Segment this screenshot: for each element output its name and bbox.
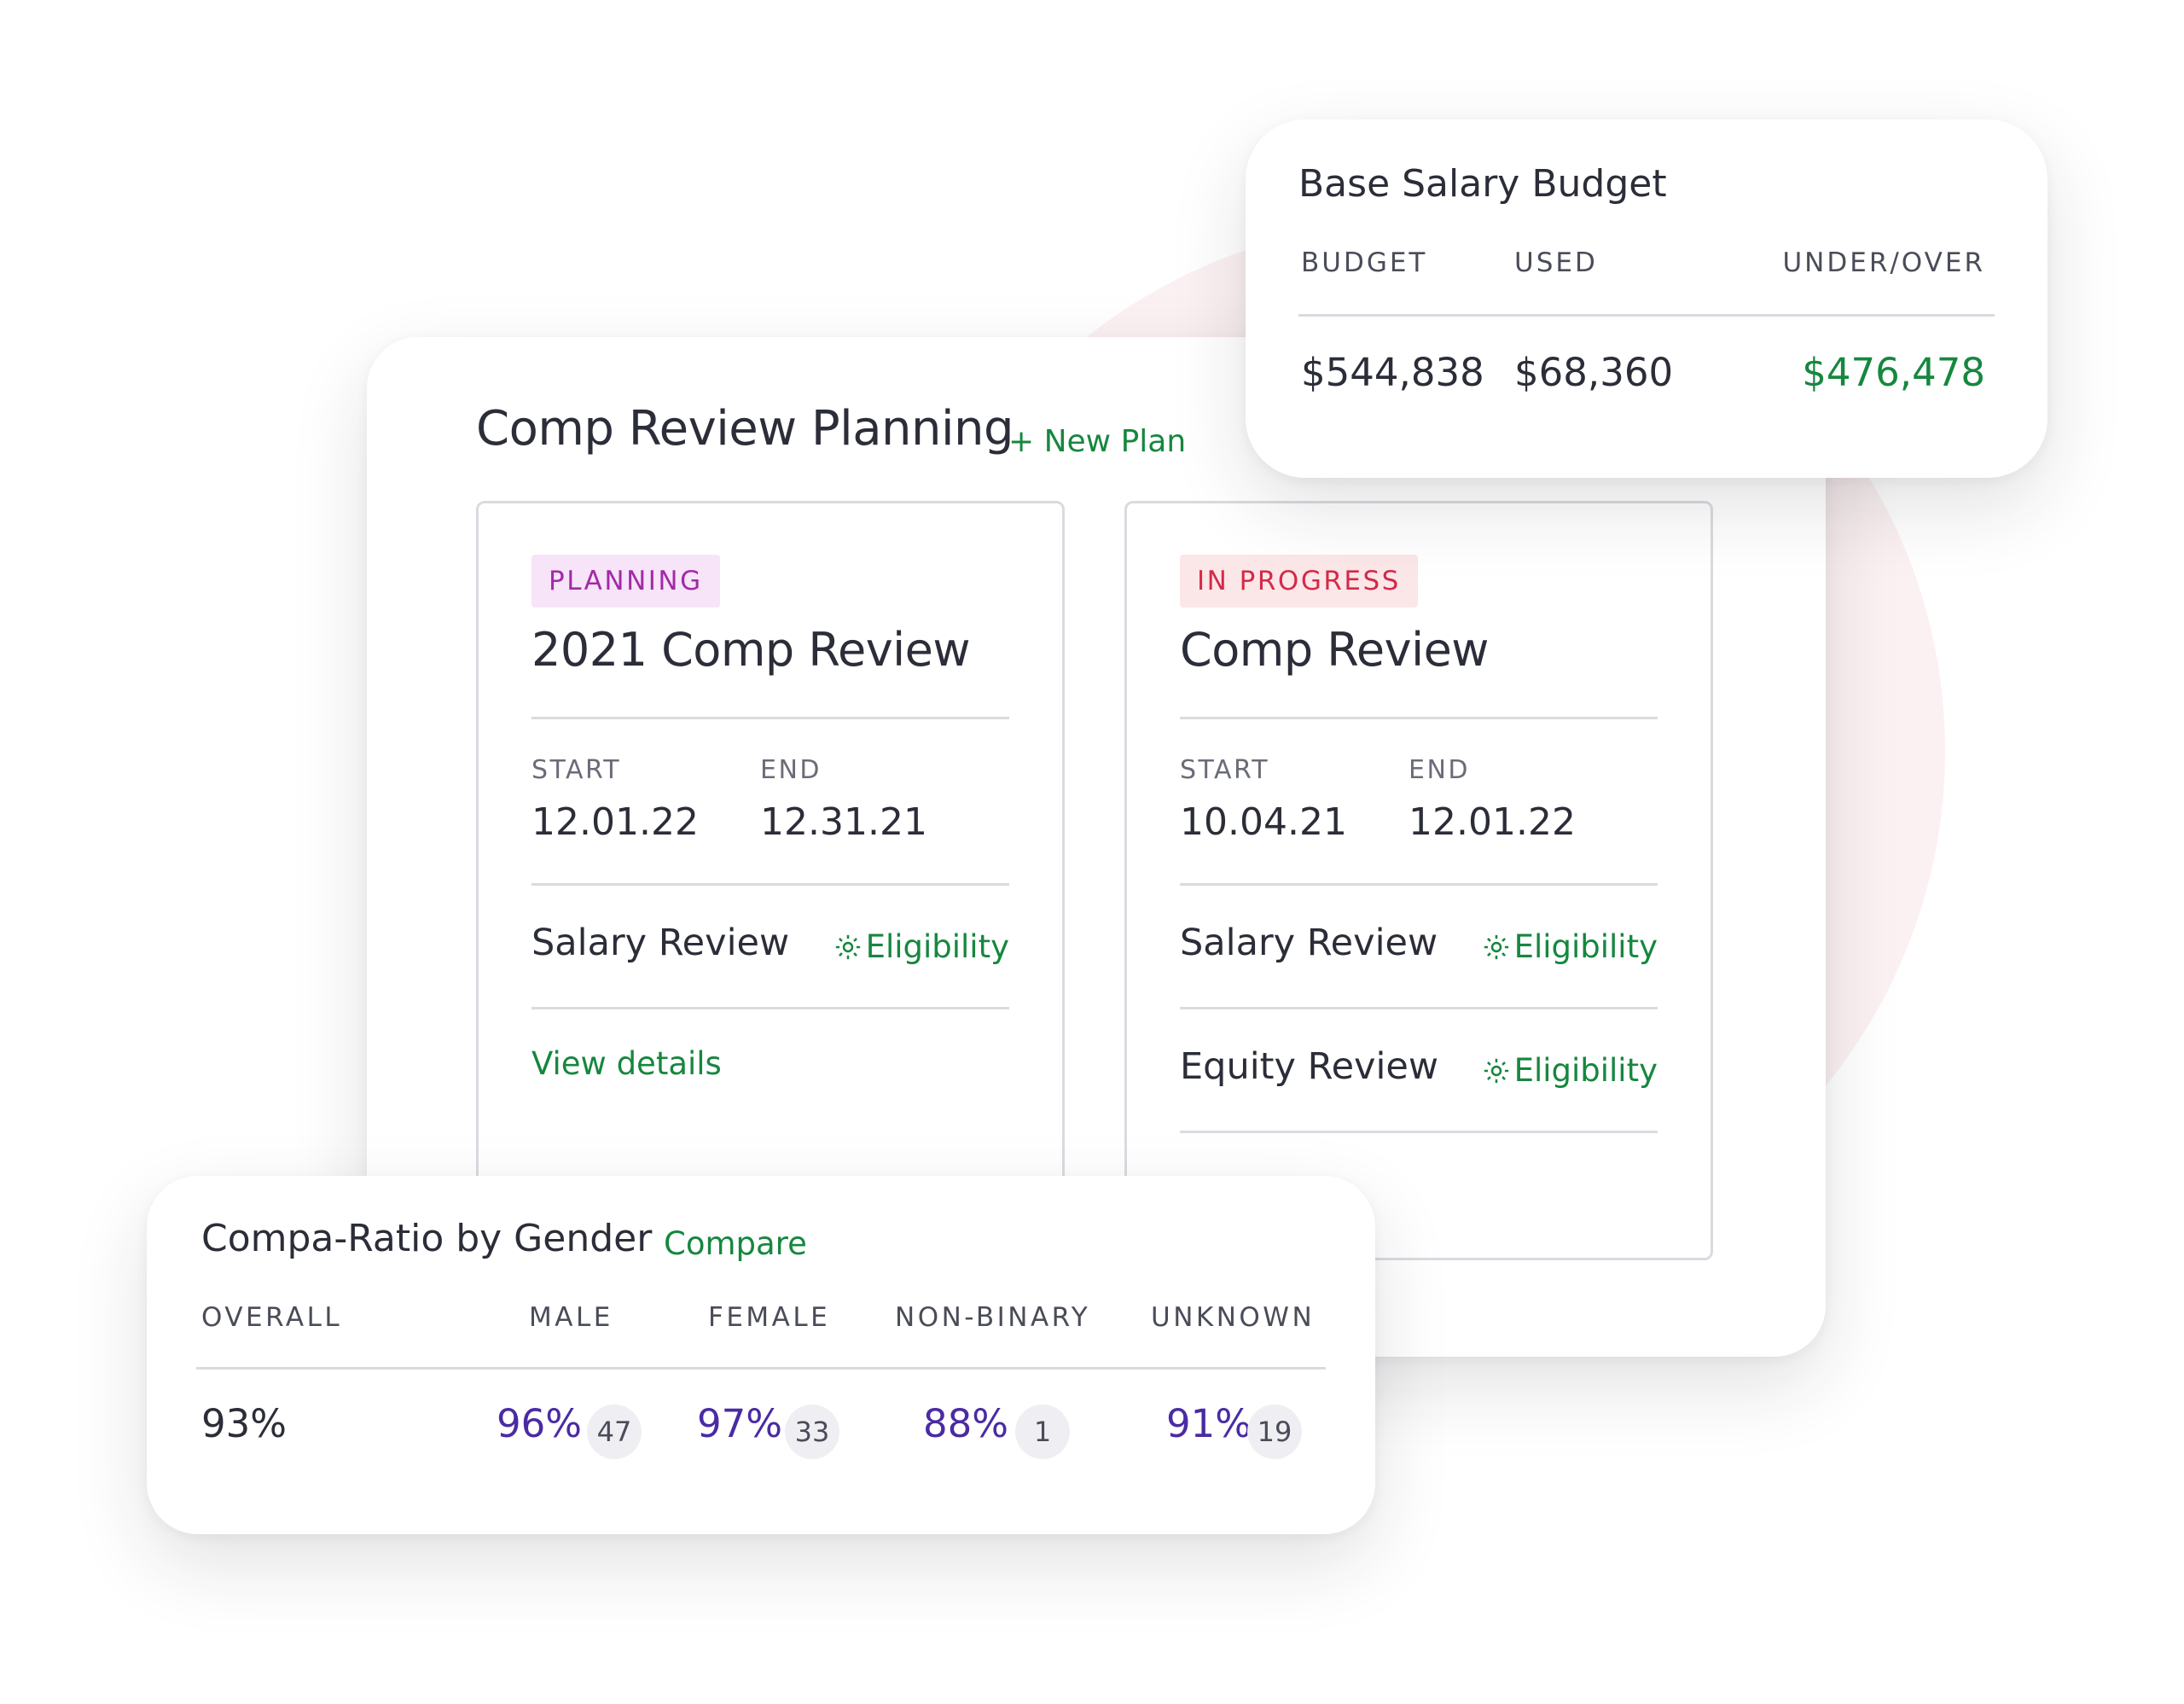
divider (531, 883, 1009, 886)
new-plan-button[interactable]: + New Plan (1008, 424, 1187, 459)
female-count-badge: 33 (785, 1404, 839, 1459)
compa-ratio-title: Compa-Ratio by Gender (201, 1217, 653, 1260)
male-column-header: MALE (529, 1302, 613, 1333)
equity-review-eligibility-link[interactable]: Eligibility (1482, 1052, 1658, 1089)
divider (1180, 717, 1658, 719)
status-badge-planning: PLANNING (531, 555, 720, 608)
salary-review-label: Salary Review (531, 922, 790, 964)
compare-link[interactable]: Compare (664, 1225, 807, 1262)
comp-review-planning-card: Comp Review Planning + New Plan PLANNING… (367, 337, 1826, 1357)
plan-title: Comp Review (1180, 623, 1489, 677)
start-date: 12.01.22 (531, 800, 699, 844)
divider (531, 717, 1009, 719)
salary-review-eligibility-link[interactable]: Eligibility (834, 928, 1009, 965)
budget-value: $544,838 (1301, 350, 1484, 395)
salary-review-eligibility-link[interactable]: Eligibility (1482, 928, 1658, 965)
non-binary-count-badge: 1 (1015, 1404, 1070, 1459)
start-date: 10.04.21 (1180, 800, 1347, 844)
start-label: START (1180, 755, 1270, 785)
eligibility-label: Eligibility (1513, 1052, 1658, 1089)
used-value: $68,360 (1514, 350, 1674, 395)
equity-review-label: Equity Review (1180, 1045, 1439, 1088)
start-label: START (531, 755, 622, 785)
divider (1180, 1007, 1658, 1009)
under-over-value: $476,478 (1802, 350, 1985, 395)
divider (1180, 883, 1658, 886)
page-title: Comp Review Planning (476, 401, 1014, 457)
male-count-badge: 47 (587, 1404, 642, 1459)
base-salary-budget-card: Base Salary Budget BUDGET USED UNDER/OVE… (1246, 119, 2048, 478)
gear-icon (1484, 934, 1508, 959)
divider (196, 1367, 1326, 1370)
compa-ratio-card: Compa-Ratio by Gender Compare OVERALL MA… (147, 1176, 1375, 1534)
plan-card-comp-review[interactable]: IN PROGRESS Comp Review START END 10.04.… (1124, 501, 1713, 1260)
gear-icon (835, 934, 860, 959)
end-label: END (1409, 755, 1470, 785)
unknown-column-header: UNKNOWN (1151, 1302, 1316, 1333)
end-date: 12.31.21 (760, 800, 927, 844)
status-badge-in-progress: IN PROGRESS (1180, 555, 1418, 608)
divider (1298, 314, 1995, 317)
budget-column-header: BUDGET (1301, 247, 1428, 278)
overall-ratio: 93% (201, 1401, 288, 1446)
plan-card-2021-comp-review[interactable]: PLANNING 2021 Comp Review START END 12.0… (476, 501, 1065, 1260)
female-column-header: FEMALE (708, 1302, 831, 1333)
used-column-header: USED (1514, 247, 1598, 278)
salary-review-label: Salary Review (1180, 922, 1438, 964)
under-over-column-header: UNDER/OVER (1782, 247, 1985, 278)
end-label: END (760, 755, 822, 785)
divider (531, 1007, 1009, 1009)
female-ratio: 97% (697, 1401, 783, 1446)
unknown-count-badge: 19 (1247, 1404, 1302, 1459)
non-binary-column-header: NON-BINARY (895, 1302, 1091, 1333)
plan-title: 2021 Comp Review (531, 623, 971, 677)
divider (1180, 1131, 1658, 1133)
eligibility-label: Eligibility (865, 928, 1009, 965)
male-ratio: 96% (497, 1401, 583, 1446)
gear-icon (1484, 1058, 1508, 1083)
budget-card-title: Base Salary Budget (1298, 162, 1667, 206)
unknown-ratio: 91% (1166, 1401, 1252, 1446)
eligibility-label: Eligibility (1513, 928, 1658, 965)
non-binary-ratio: 88% (923, 1401, 1009, 1446)
view-details-link[interactable]: View details (531, 1045, 722, 1082)
overall-column-header: OVERALL (201, 1302, 343, 1333)
end-date: 12.01.22 (1409, 800, 1576, 844)
